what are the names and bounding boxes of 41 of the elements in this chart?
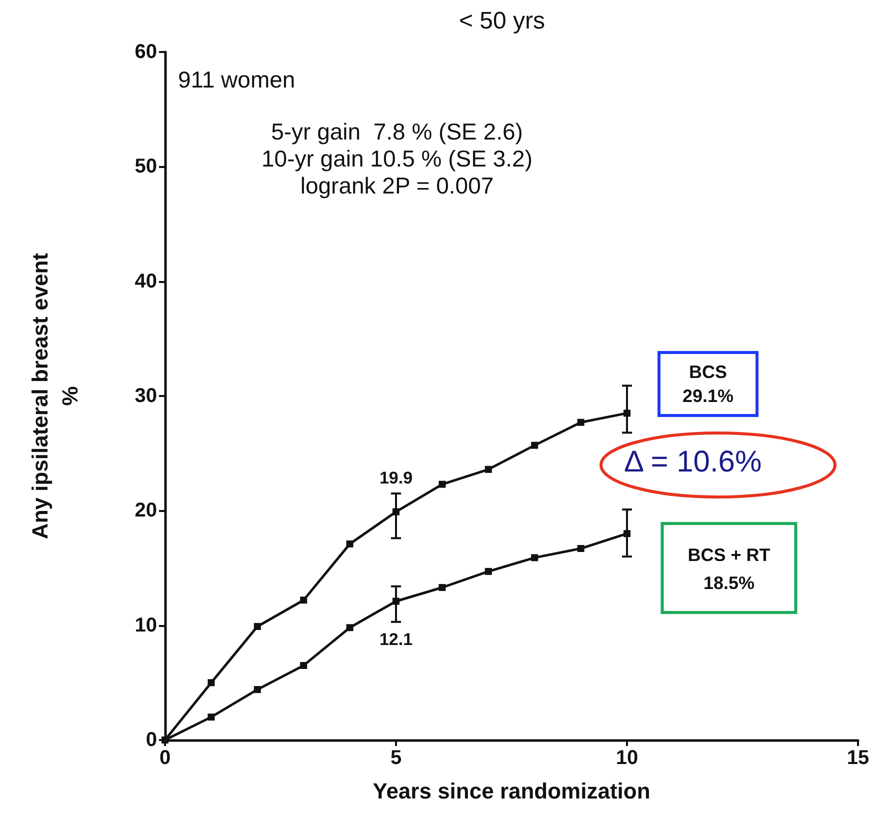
point <box>577 418 584 426</box>
point <box>577 545 584 552</box>
annotation: Δ = 10.6% <box>624 446 762 478</box>
point <box>208 679 215 686</box>
annotation: 911 women <box>178 66 296 92</box>
point <box>346 540 354 548</box>
y-tick-label: 50 <box>134 156 157 178</box>
point <box>531 554 538 562</box>
point <box>484 466 492 473</box>
annotation: BCS + RT 18.5% <box>688 545 770 593</box>
y-axis-title: Any ipsilateral breast event % <box>28 252 82 540</box>
point <box>484 568 492 575</box>
y-tick-label: 20 <box>134 500 157 522</box>
point <box>624 410 630 417</box>
point <box>392 508 400 516</box>
point <box>254 686 261 694</box>
y-tick-label: 10 <box>134 614 157 636</box>
y-tick-label: 0 <box>146 729 157 751</box>
x-tick-label: 5 <box>390 747 402 769</box>
point <box>531 442 538 449</box>
x-tick-label: 0 <box>159 747 171 769</box>
point <box>346 624 354 632</box>
point <box>300 662 308 669</box>
x-tick-label: 15 <box>846 747 870 769</box>
point <box>392 598 400 605</box>
y-tick-label: 40 <box>134 270 157 292</box>
data-label: 12.1 <box>379 630 413 649</box>
y-tick-label: 60 <box>134 41 157 63</box>
chart-title: < 50 yrs <box>458 8 546 34</box>
y-tick-label: 30 <box>134 385 157 407</box>
annotation: 5-yr gain 7.8 % (SE 2.6) 10-yr gain 10.5 % (SE 3.2) logrank 2P = 0.007 <box>261 118 533 198</box>
point <box>438 584 446 591</box>
point <box>208 714 215 721</box>
point <box>438 480 446 488</box>
x-axis-title: Years since randomization <box>372 778 650 804</box>
annotation: BCS 29.1% <box>682 362 734 406</box>
x-tick-label: 10 <box>616 747 638 769</box>
data-label: 19.9 <box>379 468 413 488</box>
point <box>254 622 261 630</box>
point <box>624 530 630 538</box>
point <box>300 596 308 604</box>
